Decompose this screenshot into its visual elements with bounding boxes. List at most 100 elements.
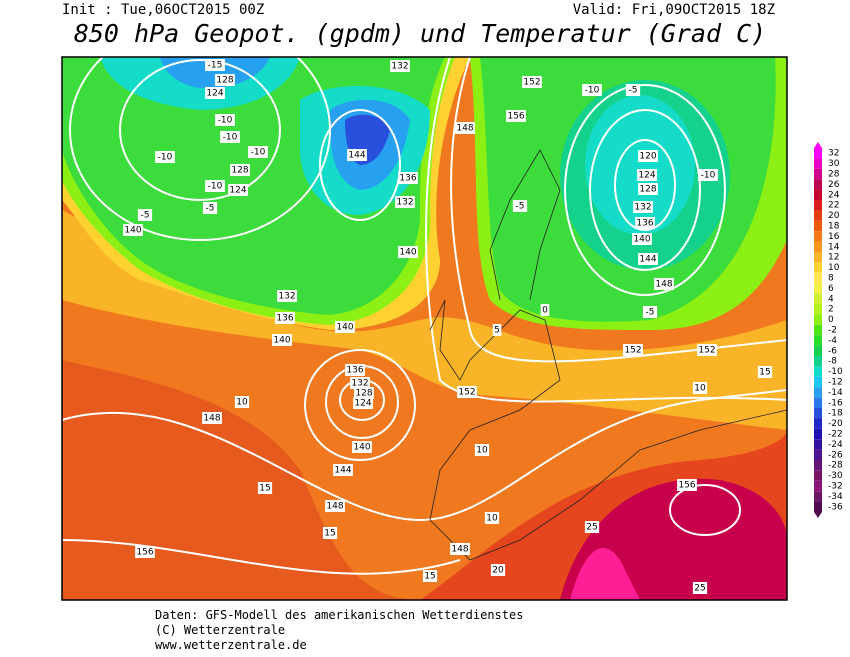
contour-label: 15	[759, 368, 770, 378]
contour-label-box	[490, 564, 506, 576]
contour-label-box	[540, 304, 550, 316]
contour-label-box	[638, 253, 658, 265]
contour-label: 132	[278, 292, 295, 302]
colorbar-swatch	[814, 449, 822, 460]
colorbar-swatch	[814, 241, 822, 252]
contour-label-box	[506, 110, 526, 122]
contour-label-box	[220, 131, 240, 143]
contour-label: -10	[158, 153, 173, 163]
colorbar-label: 16	[828, 232, 840, 242]
colorbar-label: -28	[828, 461, 843, 471]
colorbar-swatch	[814, 418, 822, 429]
colorbar-swatch	[814, 210, 822, 221]
contour-label: -10	[251, 148, 266, 158]
colorbar-label: -30	[828, 471, 843, 481]
contour-label: 148	[203, 414, 220, 424]
colorbar-label: 24	[828, 190, 840, 200]
contour-label: 136	[346, 366, 363, 376]
contour-label-box	[135, 546, 155, 558]
contour-label-box	[395, 196, 415, 208]
colorbar-swatch	[814, 158, 822, 169]
contour-label: 152	[698, 346, 715, 356]
contour-label: 156	[507, 112, 524, 122]
contour-label-box	[347, 149, 367, 161]
contour-label: 140	[633, 235, 650, 245]
colorbar-swatch	[814, 387, 822, 398]
colorbar-swatch	[814, 439, 822, 450]
contour-label-box	[642, 306, 658, 318]
contour-label-box	[474, 444, 490, 456]
contour-label: -10	[585, 86, 600, 96]
contour-label-box	[398, 246, 418, 258]
colorbar-label: -34	[828, 492, 843, 502]
contour-label: 140	[273, 336, 290, 346]
contour-label: 120	[639, 152, 656, 162]
colorbar-swatch	[814, 460, 822, 471]
colorbar-swatch	[814, 345, 822, 356]
contour-label-box	[633, 201, 653, 213]
contour-label: -5	[516, 202, 525, 212]
contour-label: -10	[223, 133, 238, 143]
colorbar-swatch	[814, 283, 822, 294]
footer-copyright: (C) Wetterzentrale	[155, 623, 285, 637]
contour-label-box	[635, 217, 655, 229]
footer-url: www.wetterzentrale.de	[155, 638, 307, 652]
contour-label-box	[692, 582, 708, 594]
contour-label-box	[333, 464, 353, 476]
colorbar-label: 26	[828, 180, 840, 190]
colorbar-swatch	[814, 293, 822, 304]
contour-label: 124	[354, 399, 371, 409]
contour-label: -10	[208, 182, 223, 192]
contour-label: 144	[639, 255, 656, 265]
contour-label-box	[625, 84, 641, 96]
contour-label: 136	[636, 219, 653, 229]
colorbar-swatch	[814, 428, 822, 440]
colorbar-swatch	[814, 491, 822, 502]
contour-label: 124	[638, 171, 655, 181]
contour-label-box	[457, 386, 477, 398]
colorbar-swatch	[814, 262, 822, 273]
contour-label-box	[205, 59, 225, 71]
contour-label-box	[230, 164, 250, 176]
contour-label: 152	[523, 78, 540, 88]
contour-label-box	[584, 521, 600, 533]
contour-label: -5	[141, 211, 150, 221]
colorbar-bottom-arrow	[814, 512, 822, 518]
contour-label-box	[345, 364, 365, 376]
contour-label: 148	[451, 545, 468, 555]
map-area: -15128124-10-10-10-10128124-10-5-5140132…	[62, 57, 787, 600]
contour-label-box	[638, 150, 658, 162]
contour-label-box	[455, 122, 475, 134]
contour-label: -10	[701, 171, 716, 181]
map-frame	[61, 56, 788, 601]
contour-label-box	[492, 324, 502, 336]
contour-label: 10	[694, 384, 706, 394]
colorbar-label: -2	[828, 326, 837, 336]
colorbar-swatch	[814, 179, 822, 190]
colorbar-label: -18	[828, 409, 843, 419]
colorbar-label: 14	[828, 242, 840, 252]
contour-label-box	[484, 512, 500, 524]
contour-label-box	[228, 184, 248, 196]
contour-label-box	[522, 76, 542, 88]
contour-label: 132	[634, 203, 651, 213]
contour-label-box	[677, 479, 697, 491]
colorbar-swatch	[814, 397, 822, 408]
colorbar-label: 12	[828, 253, 839, 263]
contour-label-box	[215, 114, 235, 126]
contour-label: 128	[639, 185, 656, 195]
colorbar-label: 22	[828, 201, 839, 211]
contour-label: -5	[646, 308, 655, 318]
contour-label: 15	[259, 484, 270, 494]
colorbar-swatch	[814, 231, 822, 242]
colorbar-swatch	[814, 470, 822, 481]
contour-label-box	[325, 500, 345, 512]
contour-label: 128	[355, 389, 372, 399]
colorbar-swatch	[814, 335, 822, 346]
colorbar-label: -36	[828, 502, 843, 512]
contour-label-box	[155, 151, 175, 163]
contour-label-box	[205, 180, 225, 192]
colorbar-swatch	[814, 324, 822, 336]
contour-label-box	[215, 74, 235, 86]
